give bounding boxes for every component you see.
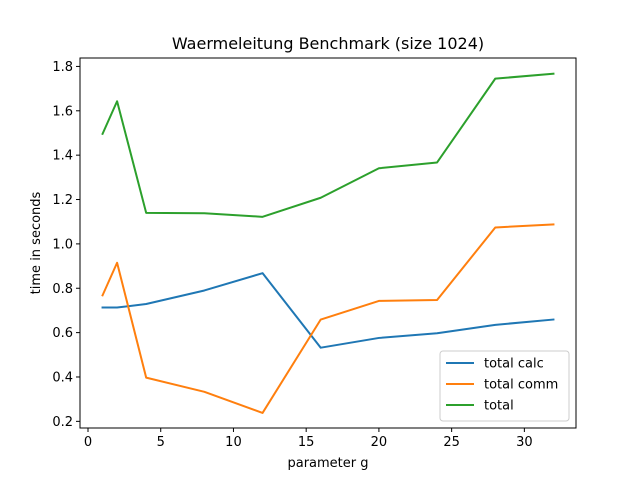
legend: total calc total comm total	[439, 350, 570, 422]
series-line-1	[101, 272, 555, 349]
y-tick-label: 1.8	[52, 60, 73, 75]
y-tick-label: 1.0	[52, 237, 73, 252]
series-line-2	[101, 223, 555, 414]
x-axis: 0 5 10 15 20 25 30	[84, 428, 533, 450]
legend-label-2: total comm	[484, 378, 558, 393]
x-tick-label: 10	[225, 435, 242, 450]
series-line-3	[101, 72, 555, 218]
x-axis-label: parameter g	[287, 456, 368, 471]
legend-label-1: total calc	[484, 357, 544, 372]
y-tick-label: 1.6	[52, 104, 73, 119]
chart-title: Waermeleitung Benchmark (size 1024)	[172, 34, 484, 53]
y-axis: 0.2 0.4 0.6 0.8 1.0 1.2 1.4 1.6 1.8	[52, 60, 80, 430]
x-tick-label: 0	[84, 435, 92, 450]
y-tick-label: 1.4	[52, 149, 73, 164]
y-axis-label: time in seconds	[29, 191, 44, 294]
legend-label-3: total	[484, 399, 514, 414]
y-tick-label: 0.6	[52, 326, 73, 341]
y-tick-label: 0.8	[52, 282, 73, 297]
x-tick-label: 30	[516, 435, 533, 450]
plot-area	[101, 72, 555, 414]
x-tick-label: 20	[371, 435, 388, 450]
y-tick-label: 0.2	[52, 415, 73, 430]
x-tick-label: 5	[157, 435, 165, 450]
x-tick-label: 25	[443, 435, 460, 450]
y-tick-label: 0.4	[52, 370, 73, 385]
axes-frame	[79, 57, 577, 429]
x-tick-label: 15	[298, 435, 315, 450]
legend-box	[439, 350, 570, 422]
y-tick-label: 1.2	[52, 193, 73, 208]
